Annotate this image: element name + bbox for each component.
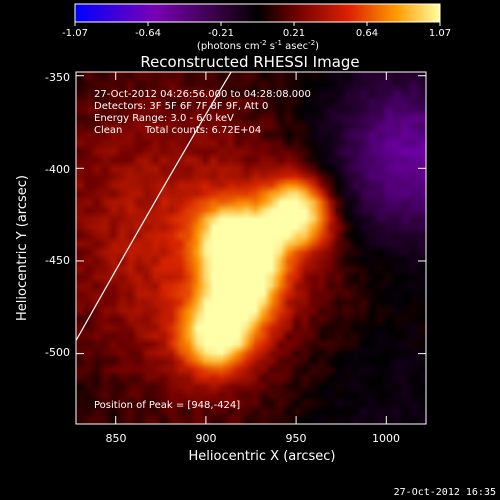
colorbar-tick-label: 1.07 xyxy=(429,28,451,39)
y-tick-label: -350 xyxy=(45,71,70,84)
footer-timestamp: 27-Oct-2012 16:35 xyxy=(394,487,496,498)
annotation-clean: Clean xyxy=(94,125,122,136)
x-tick-label: 1000 xyxy=(372,432,400,445)
y-tick-label: -400 xyxy=(45,163,70,176)
colorbar-tick-label: -0.21 xyxy=(208,28,234,39)
x-tick-label: 850 xyxy=(106,432,127,445)
colorbar-tick-label: -0.64 xyxy=(135,28,161,39)
axis-ticks xyxy=(76,72,426,424)
colorbar-ticks xyxy=(74,22,441,26)
annotation-counts: Total counts: 6.72E+04 xyxy=(144,125,261,136)
plot-frame xyxy=(75,71,427,425)
annotation-peak: Position of Peak = [948,-424] xyxy=(94,400,240,411)
annotation-energy: Energy Range: 3.0 - 6.0 keV xyxy=(94,113,234,124)
colorbar-tick-label: -1.07 xyxy=(62,28,88,39)
y-tick-label: -500 xyxy=(45,346,70,359)
colorbar xyxy=(74,3,441,23)
y-axis-label: Heliocentric Y (arcsec) xyxy=(15,175,30,321)
heatmap-image xyxy=(76,72,426,424)
colorbar-tick-label: 0.21 xyxy=(283,28,305,39)
y-tick-label: -450 xyxy=(45,254,70,267)
annotation-detectors: Detectors: 3F 5F 6F 7F 8F 9F, Att 0 xyxy=(94,101,268,112)
colorbar-tick-label: 0.64 xyxy=(356,28,378,39)
annotation-time-range: 27-Oct-2012 04:26:56.000 to 04:28:08.000 xyxy=(94,89,311,100)
x-tick-label: 950 xyxy=(286,432,307,445)
solar-limb-arc xyxy=(76,72,232,341)
chart-title: Reconstructed RHESSI Image xyxy=(140,53,359,71)
x-axis-label: Heliocentric X (arcsec) xyxy=(189,449,336,464)
x-tick-label: 900 xyxy=(196,432,217,445)
colorbar-units: (photons cm-2 s-1 asec-2) xyxy=(197,39,319,52)
